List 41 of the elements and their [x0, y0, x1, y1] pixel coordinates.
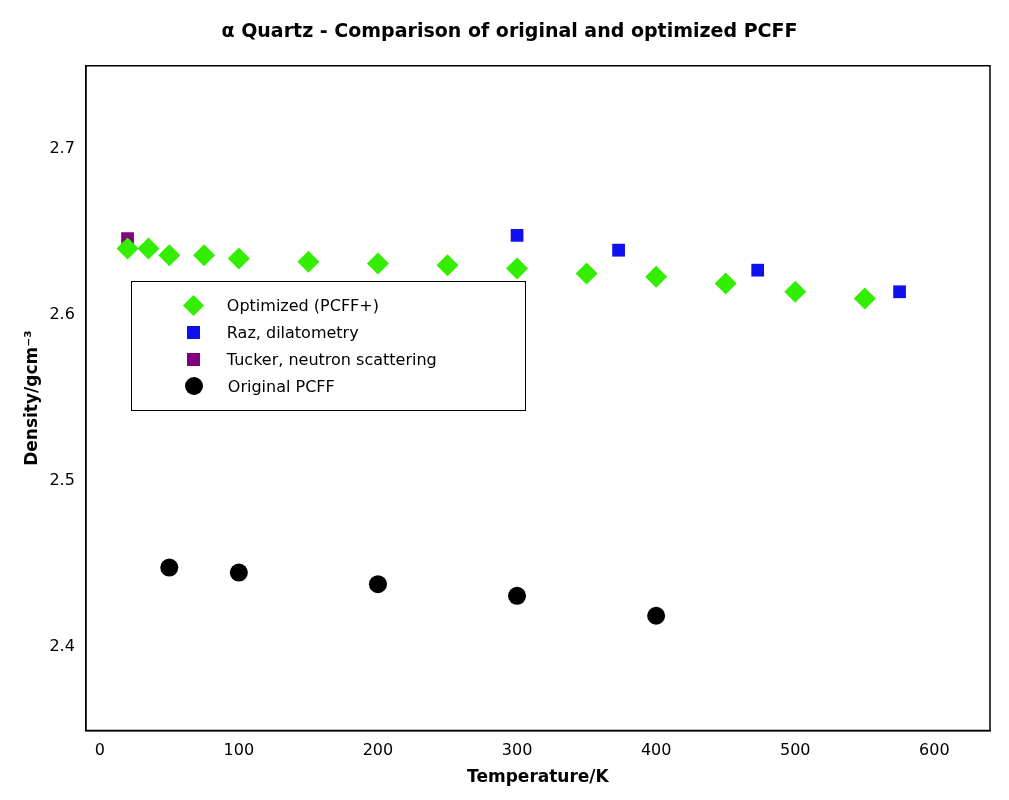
point	[368, 575, 387, 594]
point	[575, 262, 598, 285]
legend-label: Original PCFF	[227, 376, 335, 396]
point	[297, 250, 320, 273]
point	[506, 257, 529, 280]
legend-label: Raz, dilatometry	[226, 322, 359, 342]
chart-title: α Quartz - Comparison of original and optimized PCFF	[221, 19, 798, 42]
x-tick-label: 200	[362, 740, 394, 760]
point	[510, 228, 524, 242]
point	[508, 586, 527, 605]
y-tick-label: 2.5	[49, 470, 75, 490]
point	[645, 265, 668, 288]
point	[714, 272, 737, 295]
legend-label: Optimized (PCFF+)	[226, 295, 379, 315]
x-tick-label: 500	[779, 740, 811, 760]
point	[366, 252, 389, 275]
point	[227, 247, 250, 270]
point	[193, 244, 216, 267]
point	[853, 287, 876, 310]
y-tick-label: 2.6	[49, 304, 75, 324]
point	[116, 237, 139, 260]
point	[784, 280, 807, 303]
y-tick-label: 2.7	[49, 138, 75, 158]
point	[160, 558, 179, 577]
point	[612, 243, 625, 257]
point	[893, 285, 906, 299]
x-tick-label: 100	[223, 740, 255, 760]
x-tick-label: 600	[919, 740, 950, 760]
y-axis-title: Density/gcm⁻³	[20, 330, 41, 466]
x-tick-label: 400	[640, 740, 672, 760]
point	[647, 606, 666, 625]
y-tick-label: 2.4	[49, 636, 75, 656]
x-tick-label: 300	[501, 740, 533, 760]
x-tick-label: 0	[94, 740, 105, 760]
point	[436, 254, 459, 277]
x-axis-title: Temperature/K	[467, 766, 610, 787]
point	[751, 263, 765, 277]
legend-label: Tucker, neutron scattering	[226, 349, 437, 369]
point	[137, 237, 160, 260]
point	[158, 244, 181, 267]
point	[229, 563, 248, 582]
